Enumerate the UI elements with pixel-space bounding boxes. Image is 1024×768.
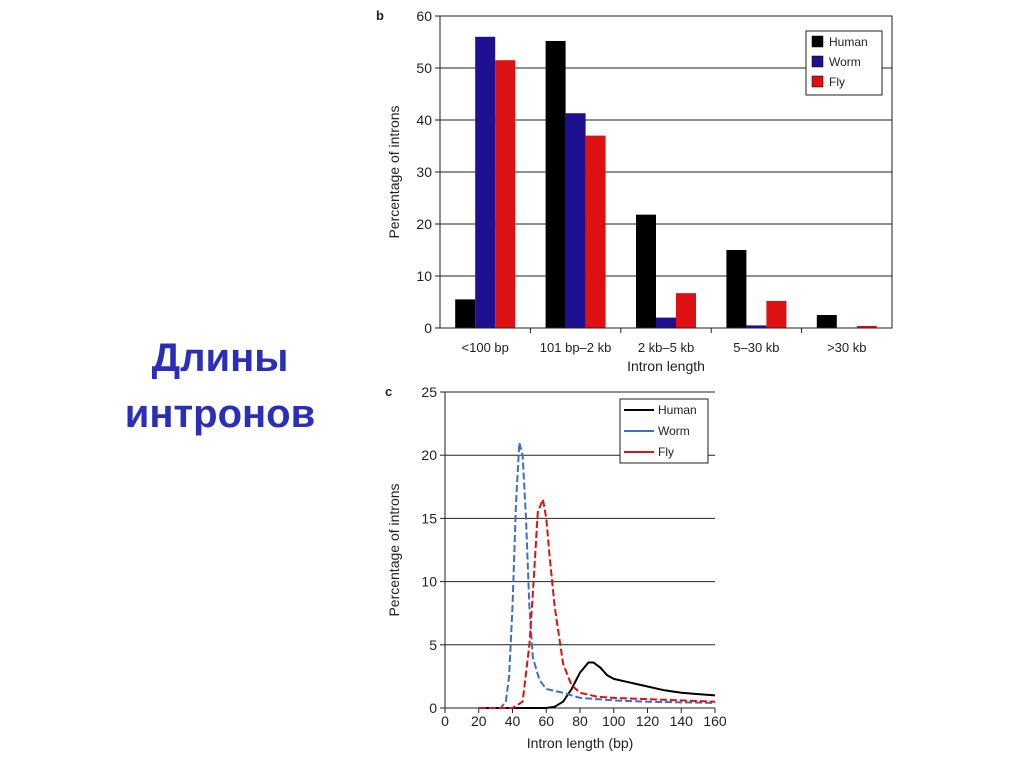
plot-frame-b	[439, 15, 893, 329]
bar-human-30-kb	[816, 315, 837, 328]
panel-label-c: c	[385, 384, 392, 399]
y-tick-label-c: 10	[421, 574, 437, 590]
x-tick-label-b: >30 kb	[827, 340, 866, 355]
series-line-c-worm	[478, 441, 716, 709]
legend-label-c-fly: Fly	[658, 445, 674, 459]
bar-worm-101-bp-2-kb	[565, 113, 586, 329]
legend-swatch-b-worm	[811, 55, 824, 68]
y-tick-label-b: 40	[416, 112, 432, 128]
legend-swatch-b-fly	[811, 75, 824, 88]
x-tick-label-c: 60	[538, 713, 554, 729]
x-tick-label-c: 0	[441, 713, 449, 729]
series-line-c-fly	[478, 498, 716, 709]
x-tick-label-b: <100 bp	[462, 340, 509, 355]
y-axis-label-b: Percentage of introns	[386, 105, 402, 238]
x-tick-label-c: 140	[670, 713, 694, 729]
y-tick-label-b: 30	[416, 164, 432, 180]
x-tick-label-b: 101 bp–2 kb	[540, 340, 612, 355]
bar-fly-30-kb	[856, 325, 877, 328]
bar-fly-100-bp	[495, 60, 516, 328]
y-tick-label-c: 20	[421, 447, 437, 463]
y-tick-label-c: 15	[421, 510, 437, 526]
x-tick-label-c: 120	[636, 713, 660, 729]
series-line-c-human	[478, 661, 716, 709]
legend-label-b-fly: Fly	[829, 75, 845, 89]
bar-worm-5-30-kb	[746, 325, 767, 328]
x-tick-label-b: 2 kb–5 kb	[638, 340, 694, 355]
bar-human-5-30-kb	[726, 250, 747, 328]
bar-fly-2-kb-5-kb	[676, 293, 696, 328]
y-tick-label-b: 10	[416, 268, 432, 284]
bar-worm-100-bp	[475, 36, 496, 329]
x-tick-label-c: 160	[703, 713, 727, 729]
bar-human-2-kb-5-kb	[636, 214, 656, 328]
legend-label-c-worm: Worm	[658, 424, 690, 438]
bar-fly-101-bp-2-kb	[585, 135, 606, 328]
legend-label-b-worm: Worm	[829, 55, 861, 69]
slide-title: Длины интронов	[40, 330, 400, 442]
x-tick-label-c: 40	[505, 713, 521, 729]
y-tick-label-c: 25	[421, 384, 437, 400]
slide-title-line1: Длины	[151, 336, 289, 380]
y-tick-label-c: 0	[429, 700, 437, 716]
y-axis-label-c: Percentage of introns	[386, 483, 402, 616]
slide-title-line2: интронов	[124, 392, 316, 436]
x-tick-label-c: 80	[572, 713, 588, 729]
y-tick-label-b: 60	[416, 8, 432, 24]
y-tick-label-c: 5	[429, 637, 437, 653]
legend-label-c-human: Human	[658, 403, 697, 417]
x-tick-label-c: 100	[602, 713, 626, 729]
y-tick-label-b: 50	[416, 60, 432, 76]
bar-fly-5-30-kb	[766, 300, 787, 328]
legend-label-b-human: Human	[829, 35, 868, 49]
y-tick-label-b: 0	[424, 320, 432, 336]
bar-human-101-bp-2-kb	[545, 40, 566, 329]
x-axis-label-c: Intron length (bp)	[527, 735, 634, 751]
x-tick-label-c: 20	[471, 713, 487, 729]
y-tick-label-b: 20	[416, 216, 432, 232]
x-axis-label-b: Intron length	[627, 358, 705, 374]
x-tick-label-b: 5–30 kb	[733, 340, 779, 355]
bar-human-100-bp	[455, 299, 476, 328]
legend-swatch-b-human	[811, 35, 824, 48]
bar-worm-2-kb-5-kb	[656, 317, 676, 328]
panel-label-b: b	[376, 8, 384, 23]
